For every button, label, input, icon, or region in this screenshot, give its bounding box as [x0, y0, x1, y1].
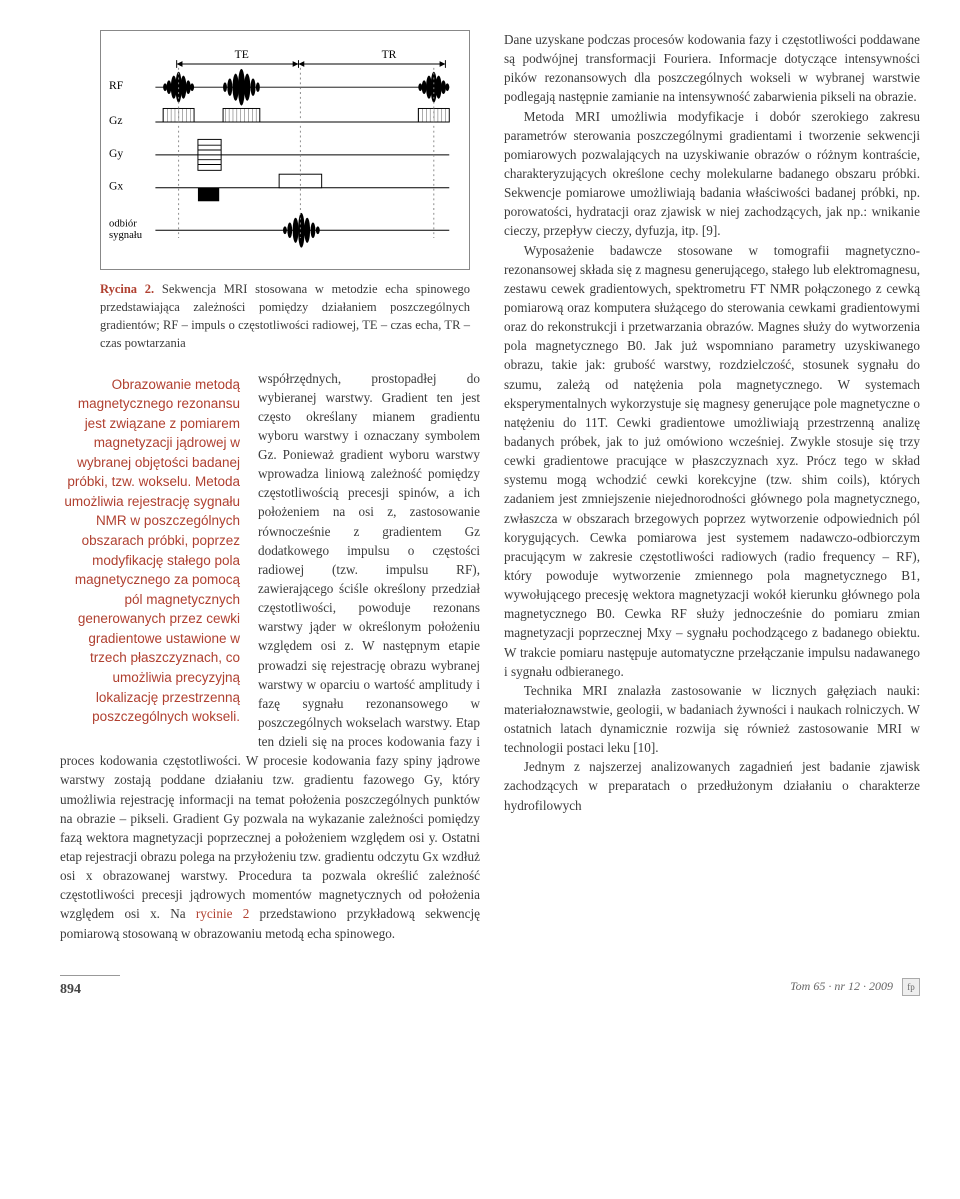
- signal-echo: [283, 213, 320, 248]
- gy-block: [198, 139, 221, 170]
- gz-blocks: [163, 108, 449, 122]
- label-gx: Gx: [109, 180, 123, 193]
- label-tr: TR: [382, 48, 397, 61]
- figure-2-box: TE TR RF Gz Gy Gx odbiór sygnału: [100, 30, 470, 270]
- pullquote: Obrazowanie metodą magnetycznego rezonan…: [60, 375, 240, 727]
- label-te: TE: [235, 48, 249, 61]
- caption-title: Rycina 2.: [100, 282, 154, 296]
- page-number: 894: [60, 975, 120, 1000]
- right-p5: Jednym z najszerzej analizowanych zagadn…: [504, 757, 920, 814]
- right-p3: Wyposażenie badawcze stosowane w tomogra…: [504, 241, 920, 681]
- page-footer: 894 Tom 65 · nr 12 · 2009 fp: [60, 969, 920, 1000]
- right-p4: Technika MRI znalazła zastosowanie w lic…: [504, 681, 920, 758]
- journal-logo-icon: fp: [902, 978, 920, 996]
- label-signal-2: sygnału: [109, 230, 143, 241]
- label-signal-1: odbiór: [109, 218, 137, 229]
- issue-block: Tom 65 · nr 12 · 2009 fp: [790, 978, 920, 996]
- fig-ref: rycinie 2: [196, 906, 249, 921]
- left-column: TE TR RF Gz Gy Gx odbiór sygnału: [60, 30, 480, 943]
- label-gy: Gy: [109, 147, 123, 160]
- label-gz: Gz: [109, 114, 123, 127]
- figure-2-svg: TE TR RF Gz Gy Gx odbiór sygnału: [109, 41, 457, 261]
- label-rf: RF: [109, 79, 124, 92]
- right-p1: Dane uzyskane podczas procesów kodowania…: [504, 30, 920, 107]
- left-body: Obrazowanie metodą magnetycznego rezonan…: [60, 369, 480, 943]
- page-columns: TE TR RF Gz Gy Gx odbiór sygnału: [60, 30, 920, 943]
- right-column: Dane uzyskane podczas procesów kodowania…: [504, 30, 920, 943]
- issue-info: Tom 65 · nr 12 · 2009: [790, 979, 893, 993]
- figure-2-caption: Rycina 2. Sekwencja MRI stosowana w meto…: [100, 280, 470, 353]
- right-p2: Metoda MRI umożliwia modyfikacje i dobór…: [504, 107, 920, 241]
- caption-text: Sekwencja MRI stosowana w metodzie echa …: [100, 282, 470, 350]
